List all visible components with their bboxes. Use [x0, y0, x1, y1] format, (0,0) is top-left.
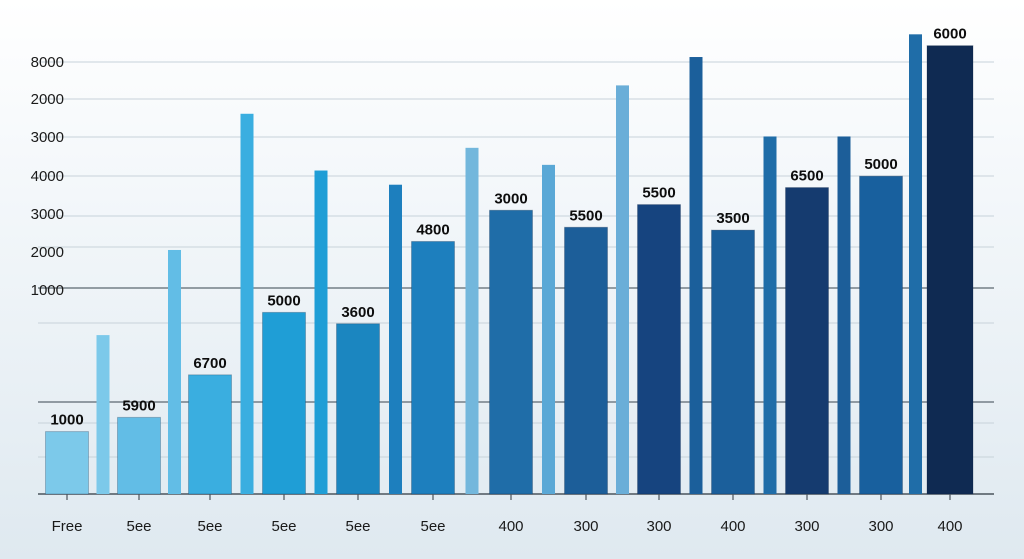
- data-label: 5000: [864, 156, 897, 173]
- x-tick-label: 5ee: [126, 518, 151, 535]
- slim-bar: [689, 57, 703, 495]
- x-tick-label: 5ee: [271, 518, 296, 535]
- slim-bar: [96, 335, 110, 494]
- x-axis: Free 5ee 5ee 5ee 5ee 5ee 400 300 300 400 300 300 400: [52, 494, 963, 535]
- bar: [859, 175, 903, 495]
- slim-bar: [909, 34, 922, 494]
- bar: [336, 323, 380, 495]
- bar: [262, 311, 306, 495]
- slim-bar: [314, 170, 328, 494]
- x-tick-label: 5ee: [420, 518, 445, 535]
- y-axis: 8000 2000 3000 4000 3000 2000 1000: [31, 54, 64, 299]
- data-label: 5500: [569, 207, 602, 224]
- slim-bar: [168, 249, 181, 494]
- x-tick-label: Free: [52, 518, 83, 535]
- bar: [785, 187, 829, 495]
- bar: [926, 45, 974, 495]
- bar: [711, 229, 755, 495]
- bar: [117, 416, 161, 495]
- y-tick-label: 8000: [31, 54, 64, 71]
- y-tick-label: 1000: [31, 282, 64, 299]
- x-tick-label: 400: [498, 518, 523, 535]
- x-tick-label: 400: [720, 518, 745, 535]
- data-label: 6700: [193, 355, 226, 372]
- y-tick-label: 3000: [31, 129, 64, 146]
- y-tick-label: 4000: [31, 168, 64, 185]
- bar: [489, 209, 533, 495]
- y-tick-label: 2000: [31, 91, 64, 108]
- bar: [45, 431, 89, 495]
- data-label: 3600: [341, 304, 374, 321]
- y-tick-label: 2000: [31, 244, 64, 261]
- data-label: 5900: [122, 397, 155, 414]
- data-label: 3000: [494, 190, 527, 207]
- slim-bar: [763, 136, 777, 494]
- data-label: 6000: [933, 26, 966, 43]
- bar: [188, 374, 232, 495]
- bar: [411, 240, 455, 495]
- data-label: 1000: [50, 412, 83, 429]
- data-label: 3500: [716, 210, 749, 227]
- data-label: 6500: [790, 168, 823, 185]
- data-label: 5500: [642, 185, 675, 202]
- slim-bar: [837, 136, 851, 494]
- x-tick-label: 300: [868, 518, 893, 535]
- slim-bar: [616, 85, 629, 495]
- slim-bar: [465, 147, 479, 494]
- x-tick-label: 300: [646, 518, 671, 535]
- x-tick-label: 5ee: [345, 518, 370, 535]
- bars: 1000 5900 6700 5000 3600 4800 3000 5500 5500 3500…: [45, 26, 974, 495]
- x-tick-label: 400: [937, 518, 962, 535]
- bar: [637, 204, 681, 495]
- x-tick-label: 300: [794, 518, 819, 535]
- bar: [564, 226, 608, 495]
- data-label: 5000: [267, 292, 300, 309]
- x-tick-label: 300: [573, 518, 598, 535]
- slim-bar: [240, 113, 254, 495]
- slim-bar: [389, 184, 402, 494]
- x-tick-label: 5ee: [197, 518, 222, 535]
- y-tick-label: 3000: [31, 206, 64, 223]
- slim-bar: [542, 164, 555, 494]
- data-label: 4800: [416, 221, 449, 238]
